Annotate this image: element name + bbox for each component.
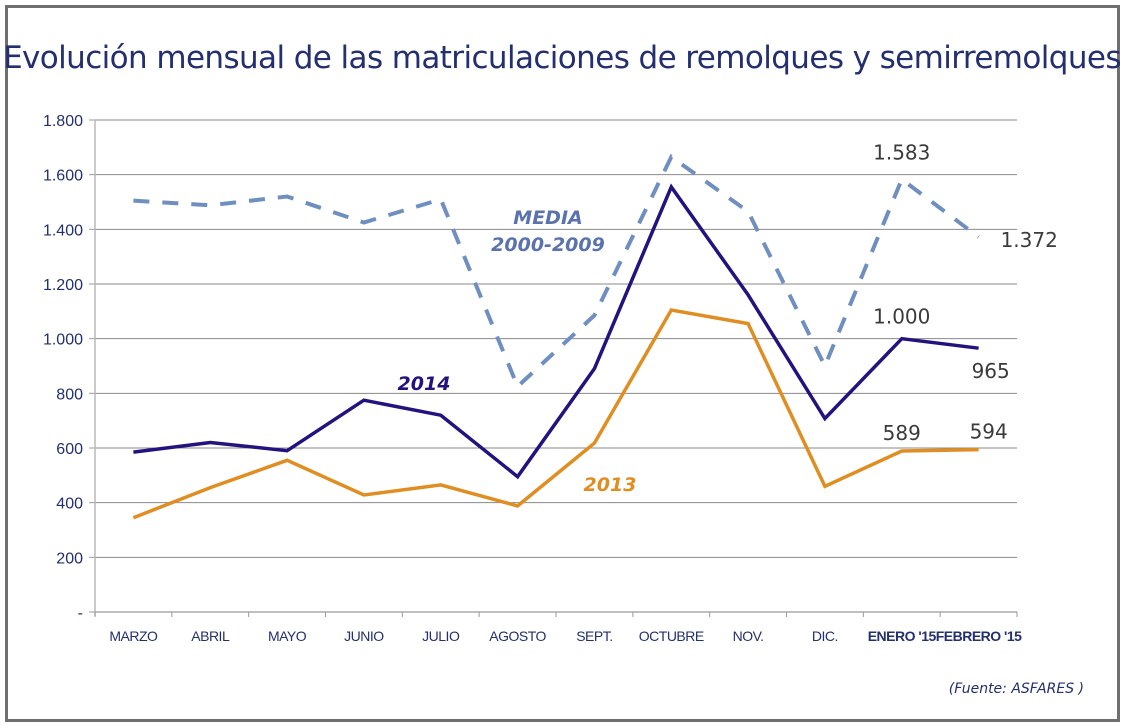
series-lines xyxy=(132,153,980,520)
x-tick-label: MARZO xyxy=(109,628,158,644)
x-tick-label: NOV. xyxy=(733,628,764,644)
data-label: 965 xyxy=(972,359,1010,383)
series-label: MEDIA xyxy=(513,207,582,229)
x-tick-label: JULIO xyxy=(422,628,460,644)
source-note: (Fuente: ASFARES ) xyxy=(948,681,1084,697)
series-line-media-2000-2009 xyxy=(133,153,980,390)
x-tick-label: AGOSTO xyxy=(489,628,546,644)
y-tick-label: 400 xyxy=(56,496,83,513)
data-label: 589 xyxy=(883,421,921,445)
series-label: 2014 xyxy=(398,373,451,395)
y-tick-label: 1.000 xyxy=(43,332,83,349)
gridlines xyxy=(95,119,1017,558)
data-labels: 1.583 1.372 1.000 965 589 594 xyxy=(873,140,1058,445)
data-label: 1.000 xyxy=(873,305,930,329)
y-tick-label: 1.400 xyxy=(43,222,83,239)
series-label: 2013 xyxy=(584,474,637,496)
x-tick-label: ENERO '15 xyxy=(868,628,937,644)
y-tick-label: 1.800 xyxy=(43,113,83,130)
x-tick-label: DIC. xyxy=(812,628,838,644)
chart-frame xyxy=(5,5,1120,722)
data-label: 594 xyxy=(970,420,1008,444)
x-tick-label: MAYO xyxy=(268,628,307,644)
y-axis-ticks: - 200 400 600 800 1.000 1.200 1.400 1.600 1.800 xyxy=(43,113,83,622)
series-labels: MEDIA 2000-2009 2014 2013 xyxy=(398,207,637,496)
series-line-2013 xyxy=(132,308,979,520)
x-tick-label: OCTUBRE xyxy=(639,628,704,644)
x-tick-label: JUNIO xyxy=(344,628,384,644)
x-tick-label: SEPT. xyxy=(576,628,612,644)
x-tick-label: ABRIL xyxy=(191,628,230,644)
x-axis-ticks: MARZO ABRIL MAYO JUNIO JULIO AGOSTO SEPT. OCTUB… xyxy=(109,628,1022,644)
data-label: 1.372 xyxy=(1001,228,1058,252)
y-tick-label: 1.200 xyxy=(43,277,83,294)
data-label: 1.583 xyxy=(873,140,930,164)
series-line-2014 xyxy=(133,183,979,480)
y-tick-label: 600 xyxy=(56,441,83,458)
y-tick-label: - xyxy=(78,605,83,622)
chart-title: Evolución mensual de las matriculaciones… xyxy=(3,40,1121,76)
y-tick-label: 800 xyxy=(56,386,83,403)
x-tick-label: FEBRERO '15 xyxy=(936,628,1022,644)
y-tick-label: 1.600 xyxy=(43,168,83,185)
y-tick-label: 200 xyxy=(56,550,83,567)
series-label: 2000-2009 xyxy=(491,234,605,256)
axes xyxy=(89,119,1018,617)
